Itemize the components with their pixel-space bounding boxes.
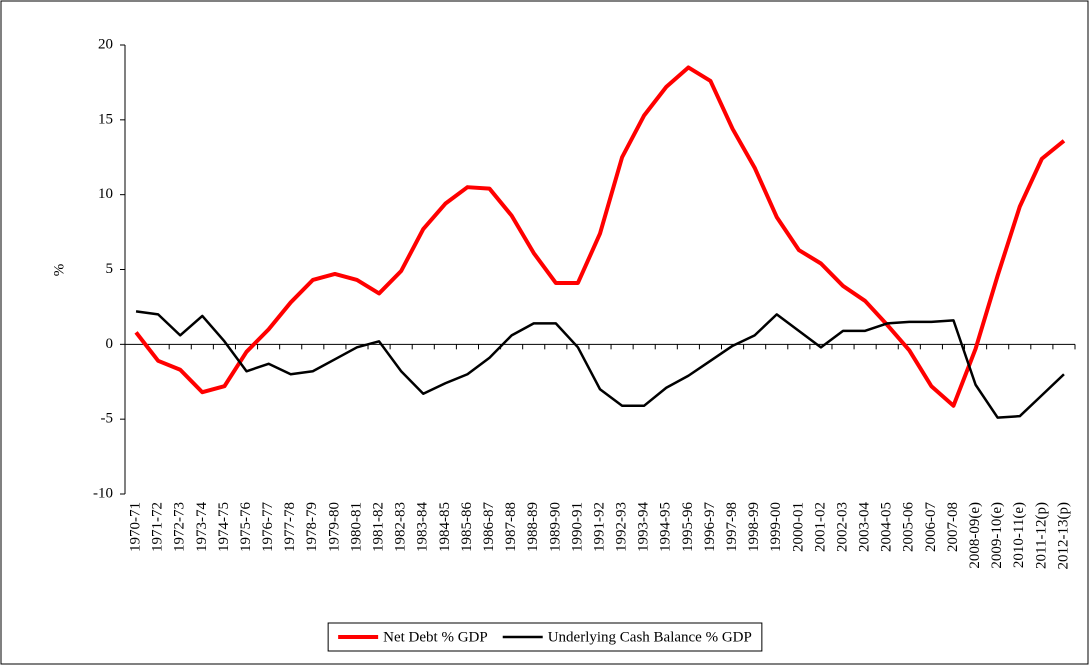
- x-tick-label: 2001-02: [812, 502, 828, 552]
- x-tick-label: 1972-73: [172, 502, 188, 552]
- legend-label: Net Debt % GDP: [383, 629, 488, 645]
- y-tick-label: 5: [106, 261, 114, 277]
- legend-label: Underlying Cash Balance % GDP: [548, 629, 752, 645]
- x-tick-label: 1989-90: [547, 502, 563, 552]
- x-tick-label: 2005-06: [901, 502, 917, 552]
- y-tick-label: 20: [98, 36, 113, 52]
- x-tick-label: 1975-76: [238, 502, 254, 552]
- x-tick-label: 1996-97: [702, 502, 718, 552]
- y-axis-label: %: [51, 264, 67, 277]
- legend: Net Debt % GDP Underlying Cash Balance % …: [327, 622, 763, 652]
- x-tick-label: 2009-10(e): [989, 502, 1005, 569]
- x-tick-label: 1998-99: [746, 502, 762, 552]
- x-tick-label: 1979-80: [326, 502, 342, 552]
- x-tick-label: 1999-00: [768, 502, 784, 552]
- x-tick-label: 2000-01: [790, 502, 806, 552]
- x-tick-label: 2011-12(p): [1033, 502, 1049, 569]
- y-tick-label: 15: [98, 111, 113, 127]
- x-tick-label: 1985-86: [459, 502, 475, 552]
- series-line: [135, 310, 1065, 419]
- x-tick-label: 1993-94: [636, 502, 652, 552]
- x-tick-label: 1997-98: [724, 502, 740, 552]
- x-tick-label: 1970-71: [127, 502, 143, 552]
- x-tick-label: 1983-84: [415, 502, 431, 552]
- x-tick-label: 1982-83: [393, 502, 409, 552]
- x-tick-label: 2006-07: [923, 502, 939, 552]
- x-tick-label: 1990-91: [569, 502, 585, 552]
- x-tick-label: 1971-72: [150, 502, 166, 552]
- x-tick-label: 1984-85: [437, 502, 453, 552]
- y-tick-label: -5: [101, 411, 114, 427]
- x-tick-label: 2007-08: [945, 502, 961, 552]
- y-tick-label: 0: [106, 336, 114, 352]
- x-tick-label: 1992-93: [614, 502, 630, 552]
- x-tick-label: 1978-79: [304, 502, 320, 552]
- x-tick-label: 1995-96: [680, 502, 696, 552]
- x-tick-label: 1973-74: [194, 502, 210, 552]
- x-tick-label: 1986-87: [481, 502, 497, 552]
- x-tick-label: 1976-77: [260, 502, 276, 552]
- x-tick-label: 2003-04: [857, 502, 873, 552]
- x-tick-label: 1974-75: [216, 502, 232, 552]
- y-tick-label: -10: [93, 485, 113, 501]
- x-tick-label: 2010-11(e): [1011, 502, 1027, 568]
- series-line: [134, 65, 1066, 408]
- x-tick-label: 1977-78: [282, 502, 298, 552]
- x-tick-label: 2004-05: [879, 502, 895, 552]
- x-tick-label: 1981-82: [371, 502, 387, 552]
- x-tick-label: 1994-95: [658, 502, 674, 552]
- x-tick-label: 1980-81: [348, 502, 364, 552]
- x-tick-label: 2012-13(p): [1055, 502, 1071, 570]
- x-tick-label: 1991-92: [591, 502, 607, 552]
- y-tick-label: 10: [98, 186, 113, 202]
- x-tick-label: 2008-09(e): [967, 502, 983, 569]
- x-tick-label: 2002-03: [834, 502, 850, 552]
- legend-box: [327, 622, 763, 652]
- x-tick-label: 1987-88: [503, 502, 519, 552]
- x-tick-label: 1988-89: [525, 502, 541, 552]
